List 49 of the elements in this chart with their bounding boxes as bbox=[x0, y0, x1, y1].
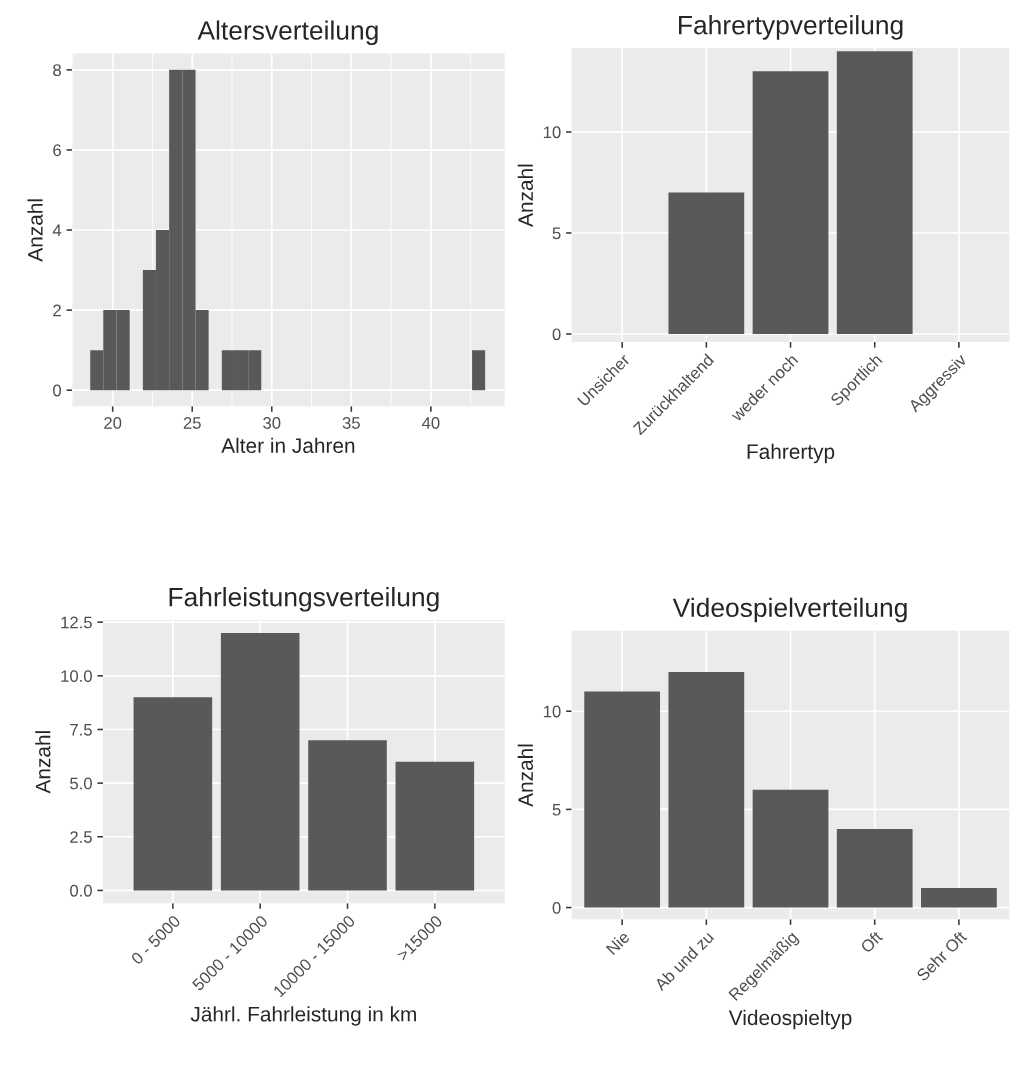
y-tick-label: 2.5 bbox=[70, 831, 92, 843]
bar bbox=[668, 671, 745, 908]
y-tick-label: 10 bbox=[543, 126, 561, 139]
y-tick-label: 5 bbox=[552, 227, 561, 240]
bar bbox=[836, 51, 913, 334]
x-tick-label: 40 bbox=[421, 417, 440, 429]
y-tick-label: 5.0 bbox=[70, 777, 92, 790]
y-tick-label: 5 bbox=[552, 803, 561, 816]
y-tick-label: 2 bbox=[53, 304, 61, 317]
y-tick-label: 10 bbox=[543, 705, 561, 718]
x-tick-label: Nie bbox=[605, 930, 631, 956]
chart-title: Videospielverteilung bbox=[672, 597, 907, 623]
x-axis-title: Fahrertyp bbox=[747, 443, 835, 464]
x-tick-label: 20 bbox=[104, 417, 122, 429]
x-tick-label: 30 bbox=[263, 417, 281, 429]
x-axis-title: Alter in Jahren bbox=[221, 437, 355, 454]
y-tick-label: 4 bbox=[52, 224, 62, 237]
bar bbox=[220, 632, 300, 891]
y-tick-label: 0 bbox=[552, 328, 561, 341]
y-tick-label: 8 bbox=[53, 64, 61, 77]
bar bbox=[395, 761, 475, 891]
y-tick-label: 0 bbox=[552, 901, 561, 914]
bar bbox=[836, 829, 913, 908]
y-axis-title: Anzahl bbox=[27, 199, 43, 262]
x-tick-label: Oft bbox=[859, 929, 884, 954]
chart-title: Fahrertypverteilung bbox=[679, 15, 903, 40]
y-tick-label: 0.0 bbox=[70, 884, 92, 897]
y-axis-title: Anzahl bbox=[517, 164, 534, 227]
x-axis-title: Jährl. Fahrleistung in km bbox=[190, 1006, 416, 1026]
bar bbox=[752, 789, 829, 908]
chart-title: Altersverteilung bbox=[197, 20, 378, 46]
bar bbox=[921, 887, 997, 908]
y-axis-title: Anzahl bbox=[35, 731, 51, 794]
x-tick-label: 35 bbox=[342, 417, 360, 429]
y-tick-label: 10.0 bbox=[61, 670, 92, 683]
y-tick-label: 6 bbox=[53, 144, 61, 157]
bar bbox=[133, 697, 213, 891]
x-tick-label: 25 bbox=[183, 417, 201, 429]
x-axis-title: Videospieltyp bbox=[728, 1009, 852, 1030]
y-axis-title: Anzahl bbox=[517, 744, 534, 807]
y-tick-label: 0 bbox=[53, 384, 62, 397]
bar bbox=[752, 71, 829, 334]
bar bbox=[584, 691, 661, 908]
bar bbox=[668, 192, 745, 334]
y-tick-label: 12.5 bbox=[61, 616, 92, 629]
bar bbox=[308, 740, 387, 891]
y-tick-label: 7.5 bbox=[70, 724, 92, 736]
x-tick-label: Ab und zu bbox=[653, 930, 715, 992]
chart-title: Fahrleistungsverteilung bbox=[169, 587, 439, 612]
